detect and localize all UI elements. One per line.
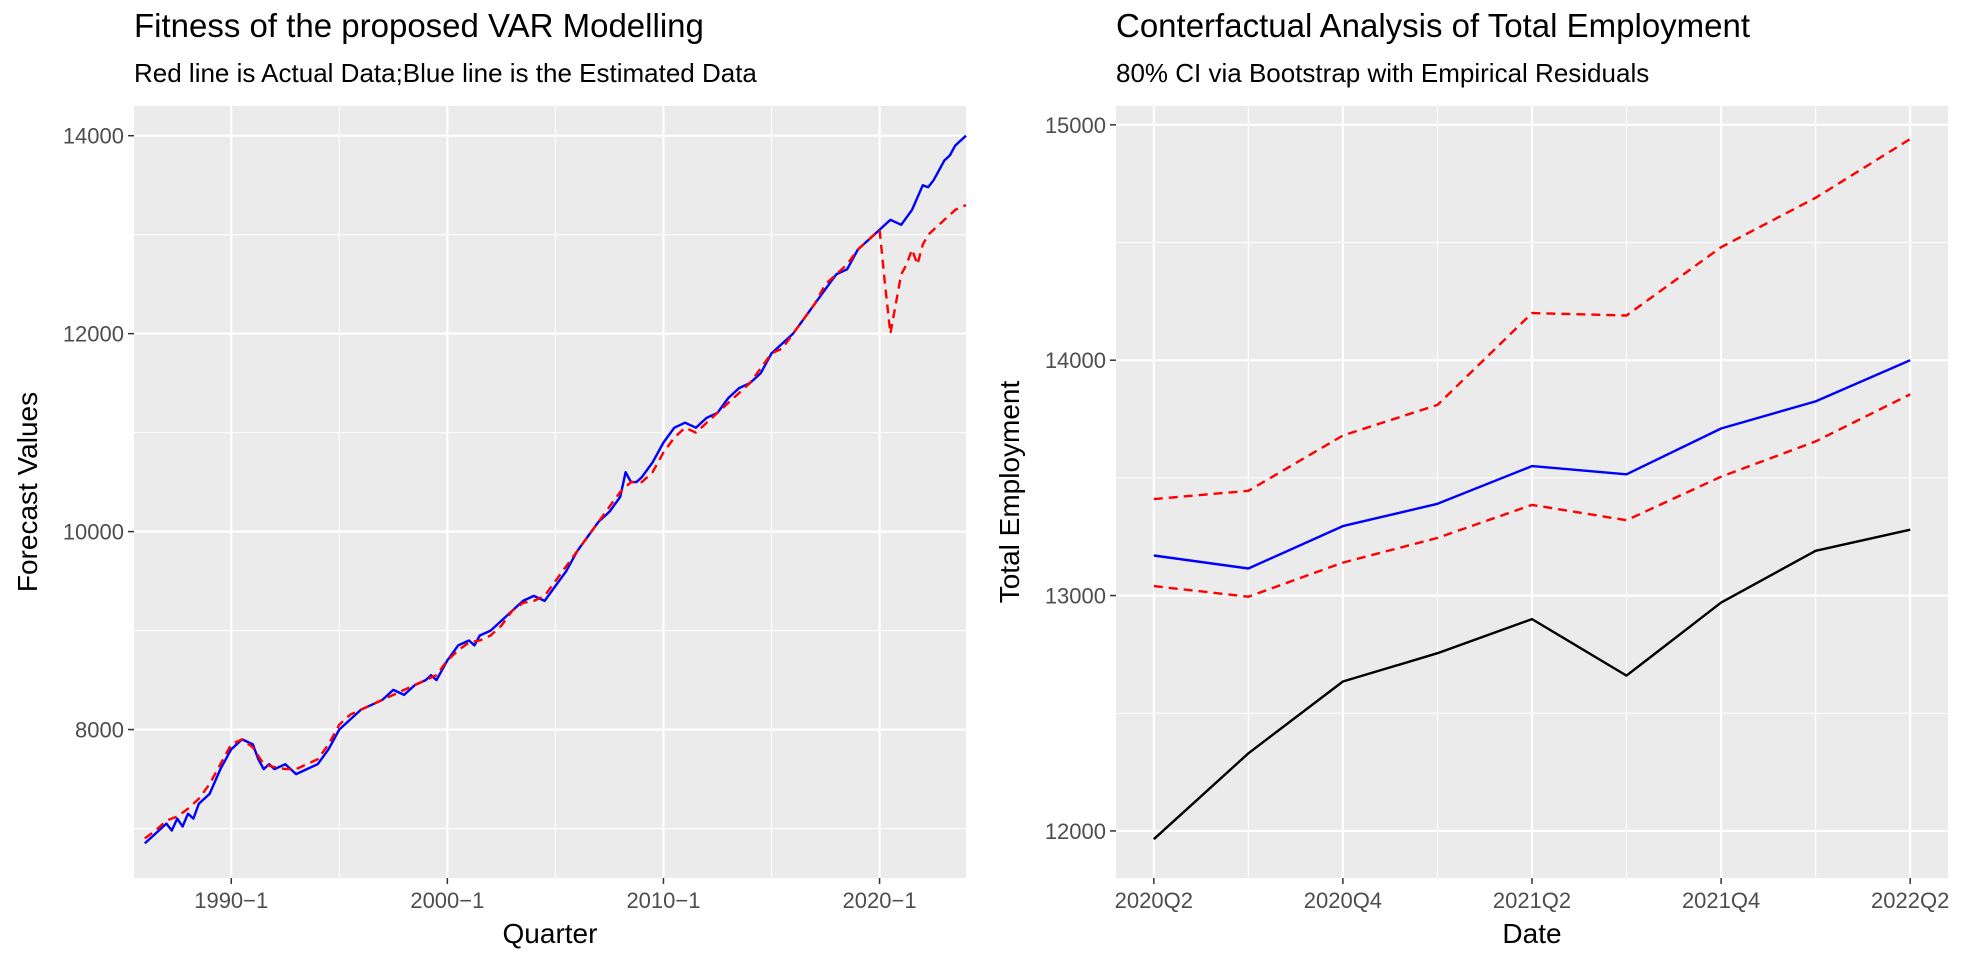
right-x-ticks: 2020Q2 2020Q4 2021Q2 2021Q4 2022Q2 (1115, 878, 1949, 913)
y-tick-label: 15000 (1045, 113, 1106, 138)
y-tick-label: 12000 (63, 322, 124, 347)
left-chart: Fitness of the proposed VAR Modelling Re… (12, 7, 967, 949)
right-series-lines (1152, 137, 1911, 841)
series-line-4 (1152, 528, 1911, 841)
series-line-3 (1153, 393, 1911, 598)
x-tick-label: 2022Q2 (1871, 888, 1949, 913)
x-tick-label: 2020Q4 (1304, 888, 1382, 913)
x-tick-label: 2000−1 (410, 888, 484, 913)
y-tick-label: 10000 (63, 520, 124, 545)
x-tick-label: 2010−1 (626, 888, 700, 913)
right-chart-title: Conterfactual Analysis of Total Employme… (1116, 7, 1750, 44)
left-x-ticks: 1990−1 2000−1 2010−1 2020−1 (194, 878, 917, 913)
right-chart-subtitle: 80% CI via Bootstrap with Empirical Resi… (1116, 58, 1649, 88)
x-tick-label: 2021Q4 (1682, 888, 1760, 913)
right-y-ticks: 12000 13000 14000 15000 (1045, 113, 1116, 844)
y-tick-label: 12000 (1045, 819, 1106, 844)
left-y-axis-label: Forecast Values (12, 392, 43, 592)
right-x-axis-label: Date (1502, 918, 1561, 949)
series-line-1 (143, 134, 967, 845)
right-gridlines (1116, 106, 1948, 878)
x-tick-label: 2020−1 (843, 888, 917, 913)
left-chart-title: Fitness of the proposed VAR Modelling (134, 7, 704, 44)
y-tick-label: 13000 (1045, 584, 1106, 609)
left-y-ticks: 8000 10000 12000 14000 (63, 124, 134, 743)
y-tick-label: 14000 (1045, 348, 1106, 373)
y-tick-label: 8000 (75, 718, 124, 743)
series-line-1 (1153, 359, 1911, 570)
x-tick-label: 2021Q2 (1493, 888, 1571, 913)
series-line-2 (1153, 137, 1911, 501)
left-x-axis-label: Quarter (503, 918, 598, 949)
left-gridlines (134, 106, 966, 878)
right-chart: Conterfactual Analysis of Total Employme… (994, 7, 1949, 949)
y-tick-label: 14000 (63, 124, 124, 149)
left-series-lines (143, 134, 967, 845)
left-chart-subtitle: Red line is Actual Data;Blue line is the… (134, 58, 757, 88)
x-tick-label: 1990−1 (194, 888, 268, 913)
right-y-axis-label: Total Employment (994, 381, 1025, 604)
x-tick-label: 2020Q2 (1115, 888, 1193, 913)
